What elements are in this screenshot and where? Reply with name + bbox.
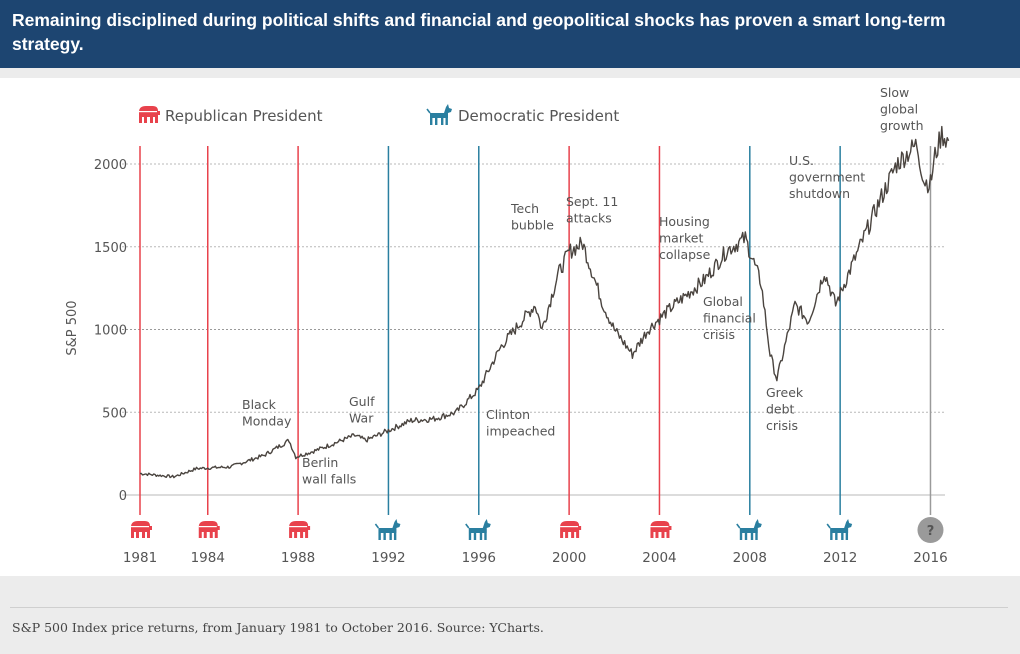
donkey-icon <box>465 519 491 540</box>
annotation-housing-market-collapse: Housing market collapse <box>659 214 711 262</box>
republican-legend-icon <box>139 106 160 123</box>
y-tick-label: 1000 <box>94 324 127 339</box>
annotation-greek-debt-crisis: Greek debt crisis <box>766 385 804 433</box>
annotation-gulf-war: Gulf War <box>349 394 375 426</box>
y-tick-label: 1500 <box>94 241 127 256</box>
republican-legend-label: Republican President <box>165 107 323 125</box>
donkey-icon <box>736 519 762 540</box>
x-tick-label-1988: 1988 <box>281 550 315 566</box>
donkey-icon <box>826 519 853 540</box>
y-tick-label: 500 <box>102 406 127 421</box>
annotation-sept11-attacks: Sept. 11 attacks <box>566 194 618 226</box>
democratic-legend-label: Democratic President <box>458 107 619 125</box>
x-tick-label-2016: 2016 <box>913 550 947 566</box>
annotation-black-monday: Black Monday <box>242 397 292 429</box>
annotation-clinton-impeached: Clinton impeached <box>486 407 555 439</box>
y-axis-title: S&P 500 <box>65 300 80 355</box>
y-tick-label: 2000 <box>94 158 127 173</box>
elephant-icon <box>650 521 672 538</box>
question-mark-label: ? <box>927 524 935 539</box>
annotation-tech-bubble: Tech bubble <box>510 201 554 233</box>
elephant-icon <box>198 521 220 538</box>
democratic-legend-icon <box>426 104 452 125</box>
chart-area: 0 500 1000 1500 2000 S&P 500 Republican Presid… <box>0 78 1020 576</box>
caption-divider <box>10 607 1008 608</box>
annotation-global-financial-crisis: Global financial crisis <box>703 294 756 342</box>
annotation-us-government-shutdown: U.S. government shutdown <box>789 153 865 201</box>
annotation-slow-global-growth: Slow global growth <box>880 85 924 133</box>
x-tick-label-1992: 1992 <box>371 550 405 566</box>
sp500-chart: 0 500 1000 1500 2000 S&P 500 Republican Presid… <box>65 85 950 566</box>
elephant-icon <box>560 521 582 538</box>
x-tick-label-1996: 1996 <box>462 550 496 566</box>
header-banner: Remaining disciplined during political s… <box>0 0 1020 68</box>
donkey-icon <box>374 519 401 540</box>
x-tick-label-2008: 2008 <box>733 550 767 566</box>
unknown-party-icon <box>917 517 944 543</box>
x-tick-label-1981: 1981 <box>123 550 157 566</box>
x-tick-label-2004: 2004 <box>642 550 676 566</box>
elephant-icon <box>131 521 152 538</box>
annotation-berlin-wallfalls: Berlin wall falls <box>302 455 356 487</box>
x-tick-label-1984: 1984 <box>191 550 225 566</box>
x-tick-label-2000: 2000 <box>552 550 586 566</box>
x-tick-label-2012: 2012 <box>823 550 857 566</box>
page-title: Remaining disciplined during political s… <box>12 10 946 54</box>
caption: S&P 500 Index price returns, from Januar… <box>12 620 544 635</box>
sp500-line <box>139 125 950 479</box>
y-tick-label: 0 <box>119 489 127 504</box>
elephant-icon <box>289 521 311 538</box>
